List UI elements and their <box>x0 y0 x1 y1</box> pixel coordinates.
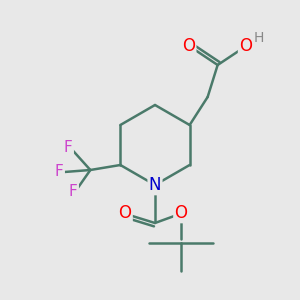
Text: F: F <box>64 140 73 155</box>
Text: O: O <box>118 204 131 222</box>
Text: N: N <box>149 176 161 194</box>
Text: O: O <box>175 204 188 222</box>
Text: F: F <box>55 164 64 179</box>
Text: H: H <box>254 31 264 45</box>
Text: O: O <box>239 37 252 55</box>
Text: O: O <box>182 37 195 55</box>
Text: F: F <box>69 184 78 200</box>
